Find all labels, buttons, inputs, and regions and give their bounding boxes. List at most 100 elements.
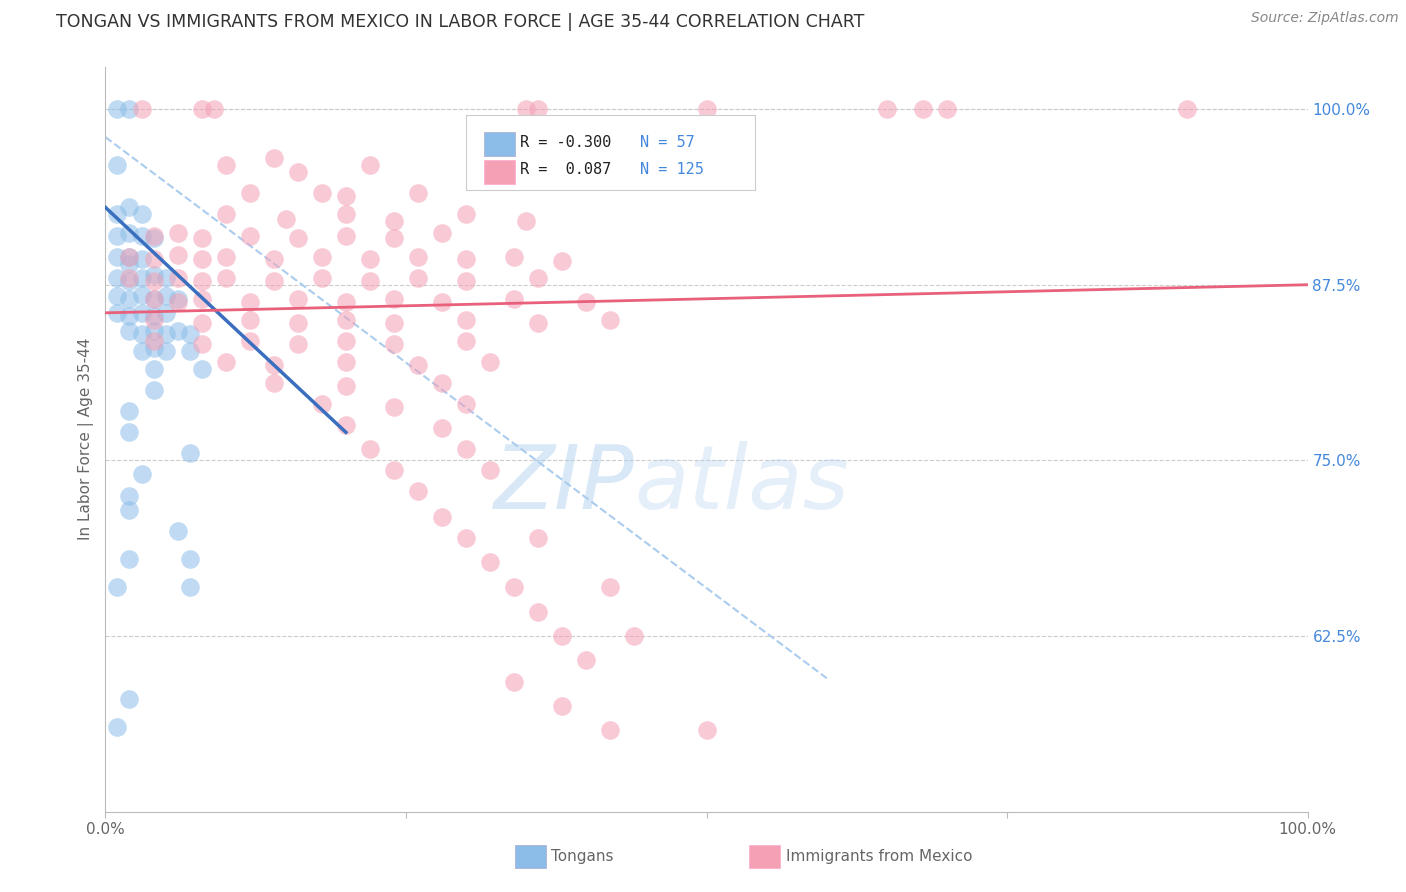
Point — [142, 292, 165, 306]
Point — [382, 400, 405, 414]
Point — [430, 226, 453, 240]
Point — [239, 228, 262, 243]
Point — [142, 231, 165, 245]
Point — [142, 228, 165, 243]
Point — [263, 273, 285, 287]
Point — [142, 309, 165, 323]
Point — [166, 226, 188, 240]
Point — [454, 273, 477, 287]
Point — [239, 313, 262, 327]
Point — [142, 292, 165, 306]
Point — [118, 425, 141, 440]
Point — [454, 252, 477, 267]
Point — [131, 228, 153, 243]
Text: ZIP: ZIP — [494, 441, 634, 527]
Point — [287, 231, 309, 245]
Point — [131, 326, 153, 341]
Point — [214, 158, 236, 172]
Text: atlas: atlas — [634, 441, 849, 527]
Point — [142, 268, 165, 282]
Point — [118, 226, 141, 240]
Point — [155, 289, 177, 303]
Point — [311, 270, 333, 285]
Point — [142, 334, 165, 348]
Text: TONGAN VS IMMIGRANTS FROM MEXICO IN LABOR FORCE | AGE 35-44 CORRELATION CHART: TONGAN VS IMMIGRANTS FROM MEXICO IN LABO… — [56, 13, 865, 31]
Point — [107, 289, 129, 303]
Point — [214, 250, 236, 264]
Point — [359, 158, 381, 172]
Point — [107, 720, 129, 734]
Point — [142, 324, 165, 338]
Point — [287, 336, 309, 351]
Point — [179, 446, 201, 460]
Point — [359, 273, 381, 287]
Point — [406, 186, 429, 201]
Point — [311, 397, 333, 411]
Point — [263, 252, 285, 267]
Point — [239, 186, 262, 201]
Point — [382, 231, 405, 245]
Point — [287, 165, 309, 179]
Point — [142, 341, 165, 355]
Point — [107, 207, 129, 221]
Point — [454, 397, 477, 411]
Point — [142, 362, 165, 376]
Point — [239, 334, 262, 348]
Point — [155, 326, 177, 341]
Text: R = -0.300: R = -0.300 — [520, 136, 612, 151]
Text: Source: ZipAtlas.com: Source: ZipAtlas.com — [1251, 11, 1399, 25]
Point — [382, 463, 405, 477]
Point — [1175, 102, 1198, 116]
Point — [107, 228, 129, 243]
Point — [527, 270, 550, 285]
Point — [430, 421, 453, 435]
Point — [696, 723, 718, 738]
Point — [406, 484, 429, 499]
Point — [118, 292, 141, 306]
Point — [311, 250, 333, 264]
Point — [551, 699, 574, 714]
Point — [382, 214, 405, 228]
Point — [335, 379, 357, 393]
Point — [166, 292, 188, 306]
Point — [118, 270, 141, 285]
Point — [166, 248, 188, 262]
Point — [166, 270, 188, 285]
Point — [155, 306, 177, 320]
Point — [335, 228, 357, 243]
Point — [190, 231, 212, 245]
Point — [190, 273, 212, 287]
Point — [527, 102, 550, 116]
Point — [131, 287, 153, 301]
Point — [911, 102, 934, 116]
Point — [430, 294, 453, 309]
Point — [107, 250, 129, 264]
Point — [515, 214, 537, 228]
Point — [190, 336, 212, 351]
Point — [599, 723, 621, 738]
Point — [406, 358, 429, 372]
Point — [131, 306, 153, 320]
Point — [527, 316, 550, 330]
Point — [118, 201, 141, 215]
Point — [107, 306, 129, 320]
Point — [118, 102, 141, 116]
Point — [214, 270, 236, 285]
Point — [118, 250, 141, 264]
Point — [382, 292, 405, 306]
Point — [118, 551, 141, 566]
Point — [551, 629, 574, 643]
Point — [179, 343, 201, 358]
Point — [274, 211, 297, 226]
Point — [479, 355, 502, 369]
Point — [335, 355, 357, 369]
Point — [454, 334, 477, 348]
Point — [430, 376, 453, 390]
Point — [406, 270, 429, 285]
Point — [623, 629, 645, 643]
Point — [287, 292, 309, 306]
Point — [142, 383, 165, 397]
FancyBboxPatch shape — [484, 160, 516, 184]
Point — [190, 102, 212, 116]
Point — [118, 273, 141, 287]
